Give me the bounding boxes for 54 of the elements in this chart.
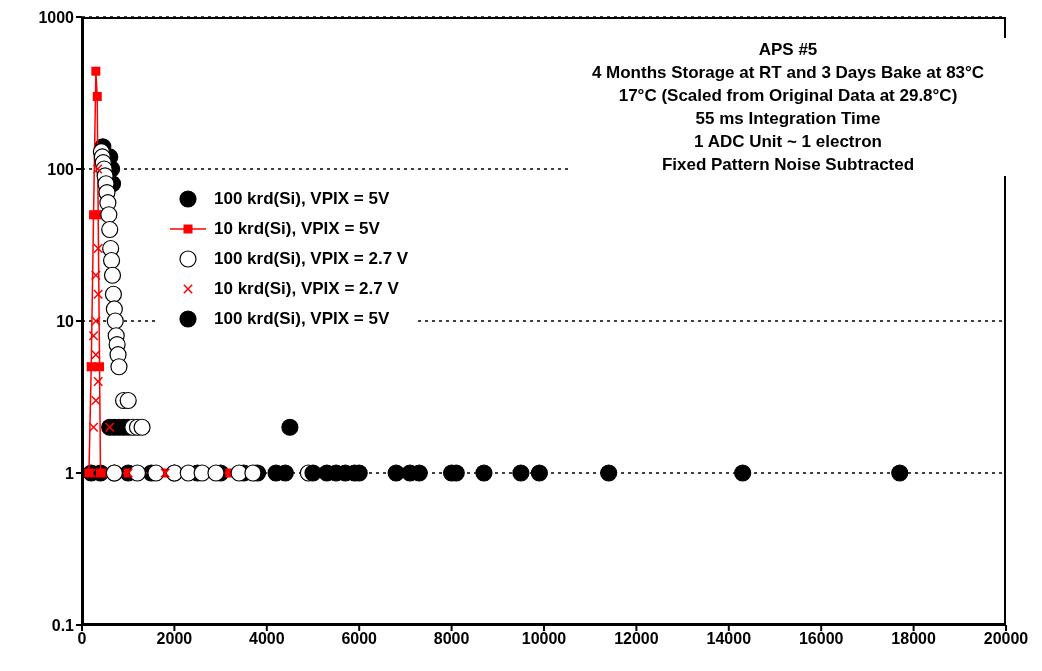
point (92, 91, 102, 101)
legend-label: 100 krd(Si), VPIX = 5V (214, 309, 390, 329)
x-tick-label: 4000 (249, 630, 285, 648)
point (90, 395, 101, 406)
point (93, 376, 104, 387)
point (88, 422, 99, 433)
point (207, 464, 225, 482)
legend-label: 100 krd(Si), VPIX = 5V (214, 189, 390, 209)
y-tick-label: 0.1 (51, 616, 75, 634)
x-tick-label: 12000 (614, 630, 659, 648)
point (92, 164, 103, 174)
point (600, 464, 618, 482)
x-tick-label: 0 (77, 630, 87, 648)
point (475, 464, 493, 482)
point (147, 464, 165, 482)
text: APS #5 (757, 39, 819, 61)
annotation: Fixed Pattern Noise Subtracted (660, 154, 916, 176)
x-tick-label: 16000 (798, 630, 844, 648)
annotation: 4 Months Storage at RT and 3 Days Bake at 83°C (590, 62, 986, 84)
point (304, 464, 322, 482)
x-tick-label: 6000 (341, 630, 378, 648)
point (891, 464, 909, 482)
point (95, 362, 105, 372)
y-tick-label: 100 (47, 160, 75, 178)
point (91, 66, 101, 76)
annotation: 1 ADC Unit ~ 1 electron (693, 131, 883, 153)
y-tick-label: 1000 (38, 8, 75, 26)
x-tick-label: 2000 (156, 630, 193, 648)
point (119, 391, 137, 410)
x-tick-label: 8000 (433, 630, 470, 648)
point (88, 330, 99, 341)
point (90, 316, 101, 326)
x-tick-label: 20000 (983, 630, 1029, 648)
point (133, 418, 151, 436)
annotation: 55 ms Integration Time (694, 108, 882, 130)
x-tick-label: 10000 (521, 630, 567, 648)
point (734, 464, 752, 482)
point (93, 289, 104, 300)
point (281, 418, 299, 436)
point (512, 464, 530, 482)
x-tick-label: 14000 (706, 630, 752, 648)
point (90, 270, 101, 281)
point (128, 464, 147, 482)
legend-label: 10 krd(Si), VPIX = 5V (214, 219, 380, 239)
legend-label: 100 krd(Si), VPIX = 2.7 V (214, 249, 409, 269)
y-tick-label: 10 (56, 312, 75, 330)
annotation: 17°C (Scaled from Original Data at 29.8°C) (617, 85, 959, 107)
x-tick-label: 18000 (891, 630, 936, 648)
point (179, 464, 197, 482)
point (530, 464, 548, 482)
point (244, 464, 262, 482)
y-tick-label: 1 (65, 464, 75, 482)
point (93, 243, 104, 254)
legend-label: 10 krd(Si), VPIX = 2.7 V (214, 279, 399, 299)
